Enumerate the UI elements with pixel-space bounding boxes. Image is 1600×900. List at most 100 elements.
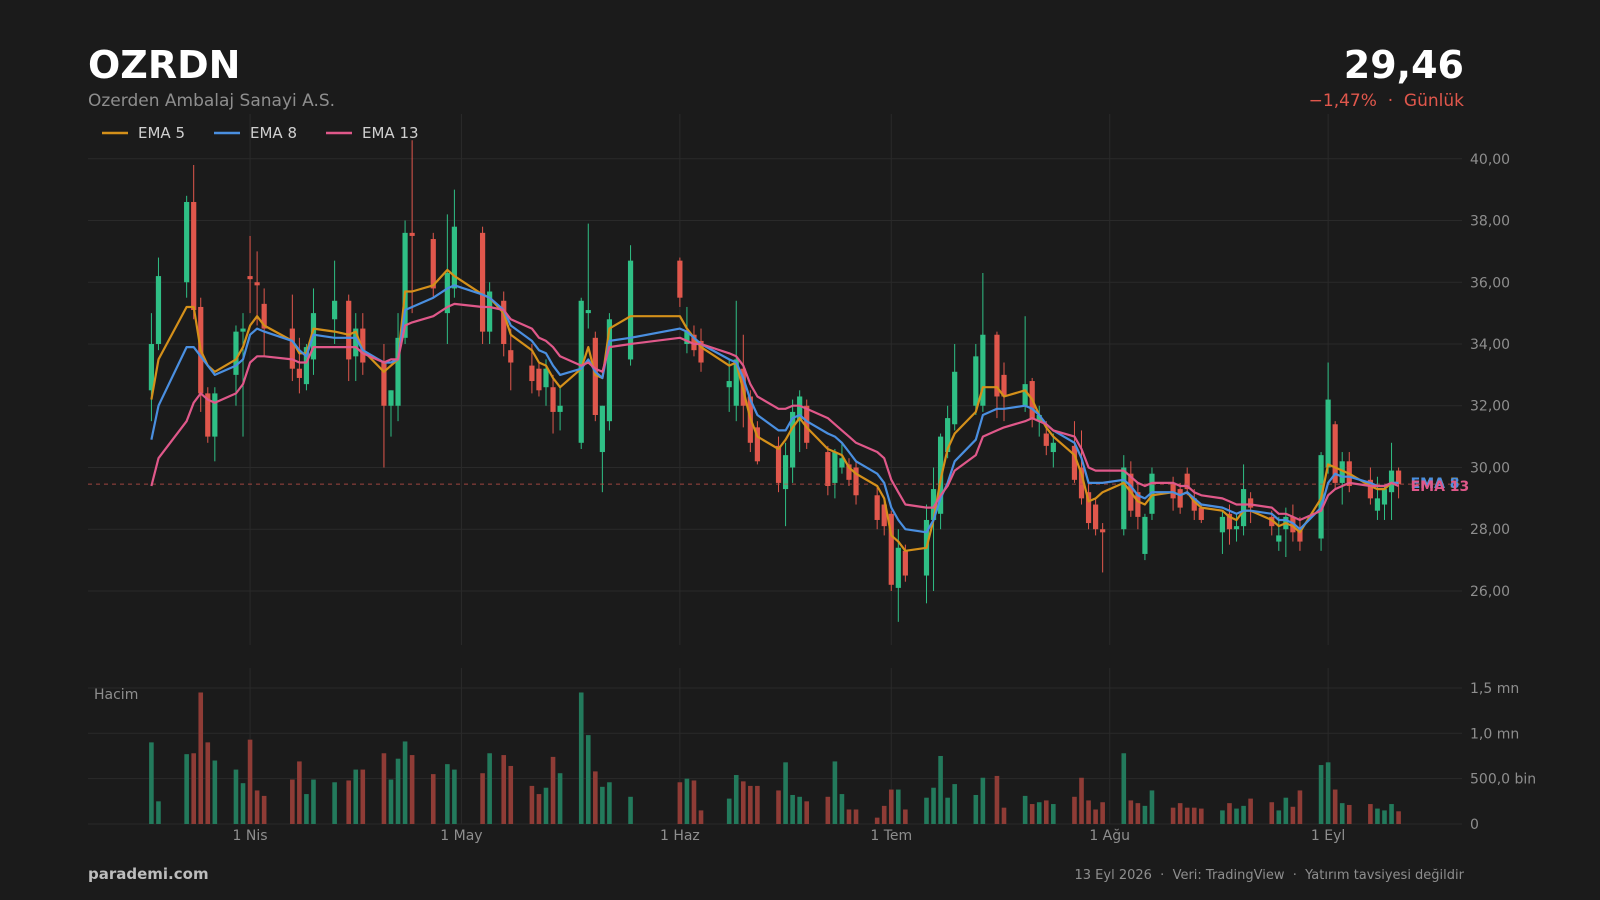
- candle-body: [212, 393, 218, 437]
- candle-body: [684, 331, 690, 344]
- candle-body: [451, 226, 457, 289]
- x-tick-label: 1 Tem: [870, 828, 912, 844]
- volume-bar: [1022, 795, 1028, 824]
- volume-bar: [888, 789, 894, 824]
- y-tick-label: 38,00: [1470, 214, 1510, 230]
- candle-body: [1085, 492, 1092, 524]
- candle-body: [1381, 489, 1388, 505]
- volume-bar: [452, 769, 457, 824]
- y-tick-label: 40,00: [1470, 152, 1510, 168]
- candle-body: [501, 300, 507, 344]
- candle-body: [536, 368, 542, 391]
- candle-body: [1297, 529, 1303, 542]
- volume-bar: [973, 794, 979, 824]
- candle-body: [557, 405, 563, 412]
- volume-bar: [332, 782, 337, 824]
- volume-bar: [1198, 808, 1204, 824]
- volume-bar: [1036, 802, 1042, 824]
- volume-bar: [938, 755, 943, 824]
- volume-bar: [487, 753, 492, 824]
- candle-body: [395, 337, 401, 406]
- volume-bar: [1128, 800, 1134, 824]
- y-tick-label: 26,00: [1470, 584, 1510, 600]
- volume-bar: [304, 794, 309, 824]
- candle-body: [1135, 492, 1141, 517]
- candle-body: [627, 260, 634, 360]
- volume-bar: [952, 784, 957, 824]
- candle-body: [529, 365, 535, 382]
- volume-bar: [832, 761, 838, 824]
- candle-body: [296, 368, 302, 378]
- candle-body: [902, 550, 908, 576]
- candle-body: [888, 513, 894, 585]
- volume-bar: [346, 780, 352, 824]
- volume-bar: [628, 796, 633, 824]
- volume-bar: [1290, 806, 1296, 824]
- ema-end-label: EMA 8: [1411, 476, 1460, 492]
- volume-bar: [748, 785, 753, 824]
- volume-bar: [445, 764, 450, 824]
- candle-body: [430, 239, 436, 289]
- candle-body: [289, 328, 295, 369]
- volume-bar: [557, 773, 563, 824]
- volume-bar: [790, 794, 795, 824]
- candle-body: [1071, 445, 1078, 480]
- volume-bar: [1184, 807, 1190, 824]
- candle-body: [1093, 504, 1099, 530]
- y-tick-label: 30,00: [1470, 460, 1510, 476]
- volume-bar: [1389, 804, 1394, 824]
- candle-body: [832, 452, 838, 483]
- y-tick-label: 32,00: [1470, 399, 1510, 415]
- volume-bar: [550, 756, 556, 824]
- candle-body: [782, 455, 789, 490]
- candle-body: [973, 356, 979, 406]
- legend-label: EMA 5: [138, 124, 185, 142]
- candle-body: [804, 405, 810, 443]
- volume-tick-label: 0: [1470, 817, 1479, 833]
- separator: ·: [1377, 91, 1404, 111]
- candle-body: [1290, 516, 1296, 533]
- volume-bar: [1276, 810, 1282, 824]
- candle-body: [1219, 516, 1226, 533]
- volume-bar: [1382, 810, 1387, 824]
- candle-body: [332, 300, 338, 320]
- volume-bar: [1079, 777, 1084, 824]
- x-tick-label: 1 Ağu: [1089, 828, 1130, 844]
- volume-bar: [480, 773, 485, 824]
- candle-body: [578, 300, 584, 443]
- change: −1,47%: [1309, 91, 1377, 111]
- legend-label: EMA 8: [250, 124, 297, 142]
- candle-body: [1198, 507, 1204, 520]
- volume-tick-label: 1,0 mn: [1470, 726, 1519, 742]
- volume-bar: [804, 801, 810, 824]
- volume-bar: [1368, 804, 1373, 824]
- volume-bar: [839, 794, 845, 824]
- candle-body: [303, 347, 310, 385]
- candle-body: [952, 371, 958, 425]
- candle-body: [599, 405, 605, 453]
- candle-body: [980, 334, 986, 406]
- volume-bar: [1086, 800, 1091, 824]
- volume-bar: [1072, 796, 1077, 824]
- candle-body: [1332, 424, 1338, 483]
- volume-tick-label: 500,0 bin: [1470, 772, 1536, 788]
- candle-body: [1036, 415, 1042, 422]
- volume-bar: [945, 797, 950, 824]
- volume-bar: [846, 809, 852, 824]
- candle-body: [1050, 442, 1056, 453]
- candle-body: [261, 303, 267, 329]
- y-tick-label: 28,00: [1470, 522, 1510, 538]
- candle-body: [1388, 470, 1395, 493]
- candle-body: [874, 495, 880, 520]
- volume-bar: [1220, 810, 1225, 824]
- volume-bar: [1248, 798, 1253, 824]
- volume-bar: [529, 785, 535, 824]
- volume-bar: [607, 782, 612, 824]
- volume-bar: [1297, 790, 1303, 824]
- volume-bar: [1234, 808, 1239, 824]
- candle-body: [487, 291, 493, 332]
- volume-bar: [1332, 789, 1338, 824]
- x-tick-label: 1 Haz: [660, 828, 700, 844]
- candle-body: [790, 411, 796, 468]
